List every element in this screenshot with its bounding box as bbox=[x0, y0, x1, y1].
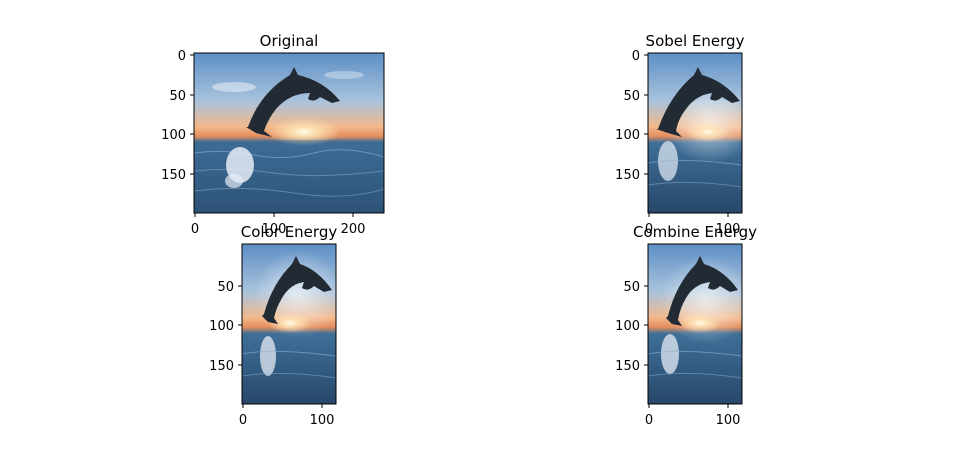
x-axis: 0 100 bbox=[645, 404, 741, 428]
x-tick-label: 100 bbox=[716, 222, 741, 237]
panel-color-energy: 0 100 50 100 150 Color Energy bbox=[209, 223, 338, 428]
y-tick-label: 50 bbox=[623, 89, 640, 104]
y-tick-label: 150 bbox=[209, 359, 234, 374]
panel-original: Original 0 100 200 0 bbox=[161, 32, 385, 237]
y-tick-label: 0 bbox=[178, 49, 186, 64]
y-tick-label: 100 bbox=[615, 128, 640, 143]
y-tick-label: 100 bbox=[209, 319, 234, 334]
x-tick-label: 100 bbox=[716, 413, 741, 428]
y-tick-label: 50 bbox=[169, 89, 186, 104]
y-tick-label: 100 bbox=[161, 128, 186, 143]
panel-sobel-energy: Sobel Energy 0 100 0 50 100 150 bbox=[615, 32, 745, 237]
y-tick-label: 150 bbox=[161, 168, 186, 183]
panel-title: Sobel Energy bbox=[646, 32, 745, 50]
x-tick-label: 100 bbox=[310, 413, 335, 428]
y-axis: 50 100 150 bbox=[209, 280, 242, 374]
x-tick-label: 0 bbox=[645, 222, 653, 237]
x-tick-label: 200 bbox=[341, 222, 366, 237]
panel-title: Color Energy bbox=[241, 223, 338, 241]
panel-title: Original bbox=[260, 32, 319, 50]
y-tick-label: 150 bbox=[615, 168, 640, 183]
x-tick-label: 0 bbox=[645, 413, 653, 428]
y-tick-label: 50 bbox=[217, 280, 234, 295]
y-tick-label: 150 bbox=[615, 359, 640, 374]
x-tick-label: 100 bbox=[262, 222, 287, 237]
x-tick-label: 0 bbox=[191, 222, 199, 237]
x-axis: 0 100 bbox=[645, 213, 741, 237]
y-tick-label: 100 bbox=[615, 319, 640, 334]
x-tick-label: 0 bbox=[239, 413, 247, 428]
y-tick-label: 0 bbox=[632, 49, 640, 64]
image-sobel-energy bbox=[648, 53, 742, 213]
x-axis: 0 100 200 bbox=[191, 213, 366, 237]
y-axis: 50 100 150 bbox=[615, 280, 648, 374]
x-axis: 0 100 bbox=[239, 404, 335, 428]
y-axis: 0 50 100 150 bbox=[615, 49, 648, 183]
y-axis: 0 50 100 150 bbox=[161, 49, 194, 183]
image-original bbox=[194, 53, 384, 213]
panel-title: Combine Energy bbox=[633, 223, 757, 241]
panel-combine-energy: 0 100 50 100 150 Combine Energy bbox=[615, 223, 757, 428]
y-tick-label: 50 bbox=[623, 280, 640, 295]
image-color-energy bbox=[242, 244, 336, 404]
image-combine-energy bbox=[648, 244, 742, 404]
